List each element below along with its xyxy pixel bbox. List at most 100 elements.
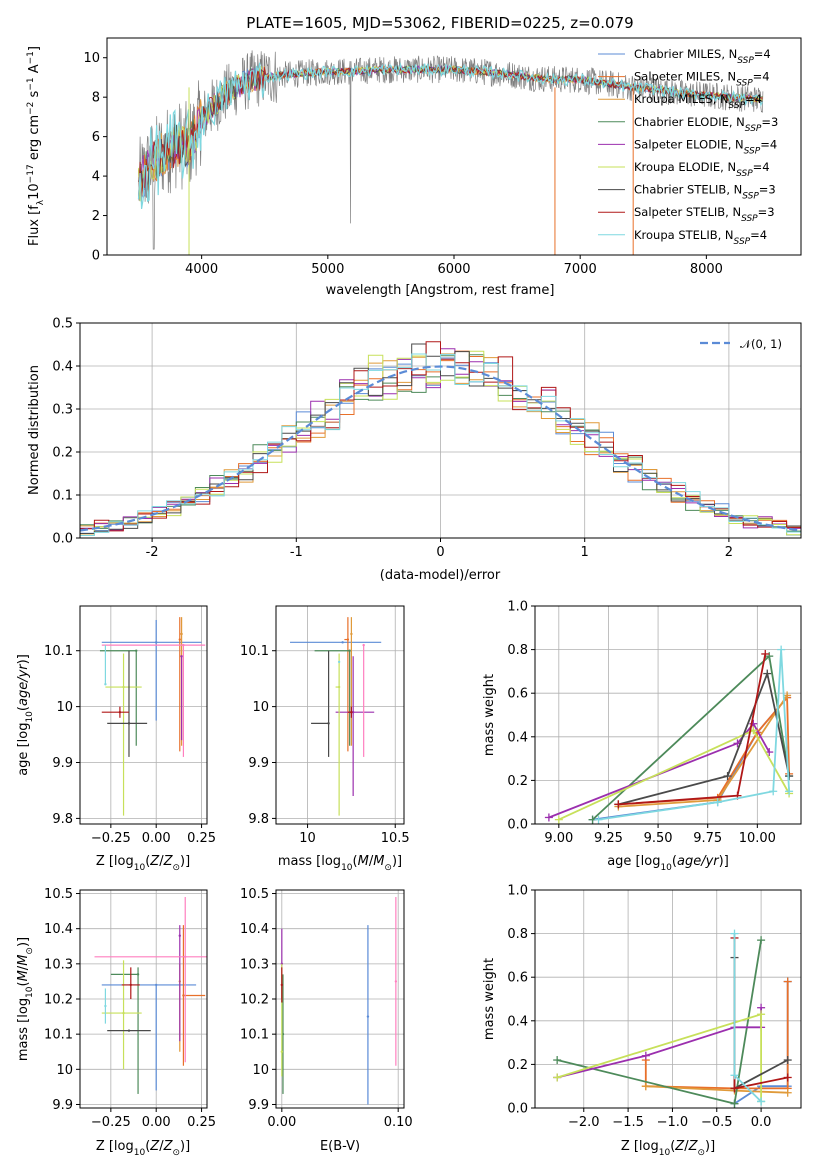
point-marker	[350, 632, 353, 636]
x-tick-label: 10.00	[739, 831, 776, 846]
y-tick-label: 1.0	[507, 884, 528, 899]
x-tick-label: 9.00	[544, 831, 573, 846]
plot-area	[544, 645, 794, 824]
weight-point-marker	[783, 1073, 792, 1082]
x-tick-label: −1.5	[612, 1115, 644, 1130]
point-marker	[341, 641, 344, 644]
y-tick-label: 10.5	[240, 887, 269, 902]
error-bar-point	[362, 643, 365, 757]
x-tick-label: 7000	[564, 262, 597, 277]
weight-point-marker	[757, 1097, 766, 1106]
y-tick-label: 0.0	[507, 1102, 528, 1117]
axes-age_vs_mass: 10 10.5 9.8 9.9 10 10.1 mass [log10(M/M⊙)]	[240, 605, 410, 873]
point-marker	[280, 983, 284, 987]
plot-area	[94, 897, 207, 1094]
error-bar-point	[347, 706, 353, 718]
y-tick-label: 0.1	[52, 489, 73, 504]
y-tick-label: 2	[92, 209, 100, 224]
point-marker	[178, 638, 181, 641]
point-marker	[184, 955, 187, 959]
y-tick-label: 10.2	[44, 993, 73, 1008]
point-marker	[178, 934, 181, 937]
y-tick-label: 8	[92, 91, 100, 106]
x-tick-label: 0.25	[187, 1115, 216, 1130]
point-marker	[122, 685, 125, 689]
x-tick-label: −1.0	[657, 1115, 689, 1130]
y-tick-label: 10.1	[240, 644, 269, 659]
y-axis-label: Flux [fλ10−17 erg cm−2 s−1 A−1]	[26, 46, 46, 246]
legend-label: Kroupa MILES, NSSP=4	[634, 92, 762, 111]
x-tick-label: −2.0	[568, 1115, 600, 1130]
plot-area	[290, 617, 382, 816]
x-tick-label: 2	[725, 545, 733, 560]
error-bar-point	[99, 649, 138, 746]
weight-point-marker	[594, 815, 603, 824]
error-bar-point	[178, 617, 181, 752]
y-tick-label: 0.0	[52, 532, 73, 547]
x-axis-label: (data-model)/error	[380, 568, 501, 583]
legend-label: Kroupa ELODIE, NSSP=4	[634, 160, 770, 179]
error-bar-point	[280, 967, 284, 1003]
y-tick-label: 0.8	[507, 927, 528, 942]
y-tick-label: 9.9	[52, 756, 73, 771]
axes-age_vs_Z: −0.25 0.00 0.25 9.8 9.9 10 10.1 Z [log10(Z/Z⊙)]…	[16, 605, 216, 873]
point-marker	[118, 711, 122, 714]
x-tick-label: 0.10	[384, 1115, 413, 1130]
point-marker	[122, 1011, 125, 1015]
y-tick-label: 0.5	[52, 317, 73, 332]
error-bar-point	[101, 619, 202, 721]
error-bar-point	[107, 650, 148, 757]
x-tick-label: -2	[146, 545, 159, 560]
x-axis-label: mass [log10(M/M⊙)]	[278, 854, 402, 873]
error-bar-point	[121, 967, 140, 999]
x-tick-label: 0.00	[142, 1115, 171, 1130]
y-tick-label: 0.0	[507, 818, 528, 833]
residual-histogram	[80, 341, 801, 532]
point-marker	[136, 973, 140, 976]
error-bar-point	[104, 988, 107, 1024]
axes-mass_vs_EBV: 0.00 0.10 9.9 10 10.1 10.2 10.3 10.4 10.5 E(B-V)	[240, 887, 413, 1154]
y-tick-label: 10	[252, 1063, 269, 1078]
point-marker	[155, 983, 158, 987]
point-marker	[348, 649, 351, 652]
x-axis-label: Z [log10(Z/Z⊙)]	[96, 1139, 190, 1158]
x-tick-label: 9.50	[644, 831, 673, 846]
weight-point-marker	[761, 649, 770, 658]
y-axis-label: mass weight	[482, 958, 497, 1040]
weight-point-marker	[641, 1082, 650, 1091]
plot-area	[280, 897, 398, 1105]
point-marker	[327, 722, 330, 725]
point-marker	[351, 711, 355, 714]
plot-area	[80, 341, 801, 536]
point-marker	[350, 711, 353, 714]
legend-label: Kroupa STELIB, NSSP=4	[634, 228, 767, 247]
y-axis-label: Normed distribution	[27, 365, 42, 495]
weight-point-marker	[554, 815, 563, 824]
axes-frame	[79, 889, 208, 1109]
error-bar-point	[366, 925, 370, 1105]
gaussian-reference-curve	[80, 365, 801, 532]
gaussian-legend-label: 𝒩(0, 1)	[740, 337, 782, 351]
weight-point-marker	[757, 936, 766, 945]
axes-frame	[534, 889, 802, 1109]
weight-point-marker	[544, 813, 553, 822]
weight-point-marker	[769, 787, 778, 796]
axes-weight_vs_Z: −2.0 −1.5 −1.0 −0.5 0.0 0.0 0.2 0.4 0.6 0.8 1.0 Z […	[482, 884, 802, 1158]
axes-spectrum: 4000 5000 6000 7000 8000 0 2 4 6 8 10 Chabrier MILE…	[26, 37, 802, 298]
point-marker	[104, 1004, 107, 1008]
y-tick-label: 1.0	[507, 600, 528, 615]
error-bar-point	[180, 655, 183, 741]
x-tick-label: 1	[581, 545, 589, 560]
x-axis-label: E(B-V)	[320, 1139, 360, 1154]
axes-weight_vs_age: 9.00 9.25 9.50 9.75 10.00 0.0 0.2 0.4 0.6 0.8 1.0 a…	[482, 600, 802, 873]
x-tick-label: −0.5	[701, 1115, 733, 1130]
error-bar-point	[394, 897, 398, 1066]
y-tick-label: 10.5	[44, 887, 73, 902]
residual-histogram	[80, 350, 801, 536]
x-tick-label: 9.25	[594, 831, 623, 846]
point-marker	[366, 1015, 370, 1018]
y-tick-label: 10.4	[240, 922, 269, 937]
y-tick-label: 9.8	[248, 812, 269, 827]
plot-area	[553, 929, 792, 1108]
y-tick-label: 10	[83, 51, 100, 66]
